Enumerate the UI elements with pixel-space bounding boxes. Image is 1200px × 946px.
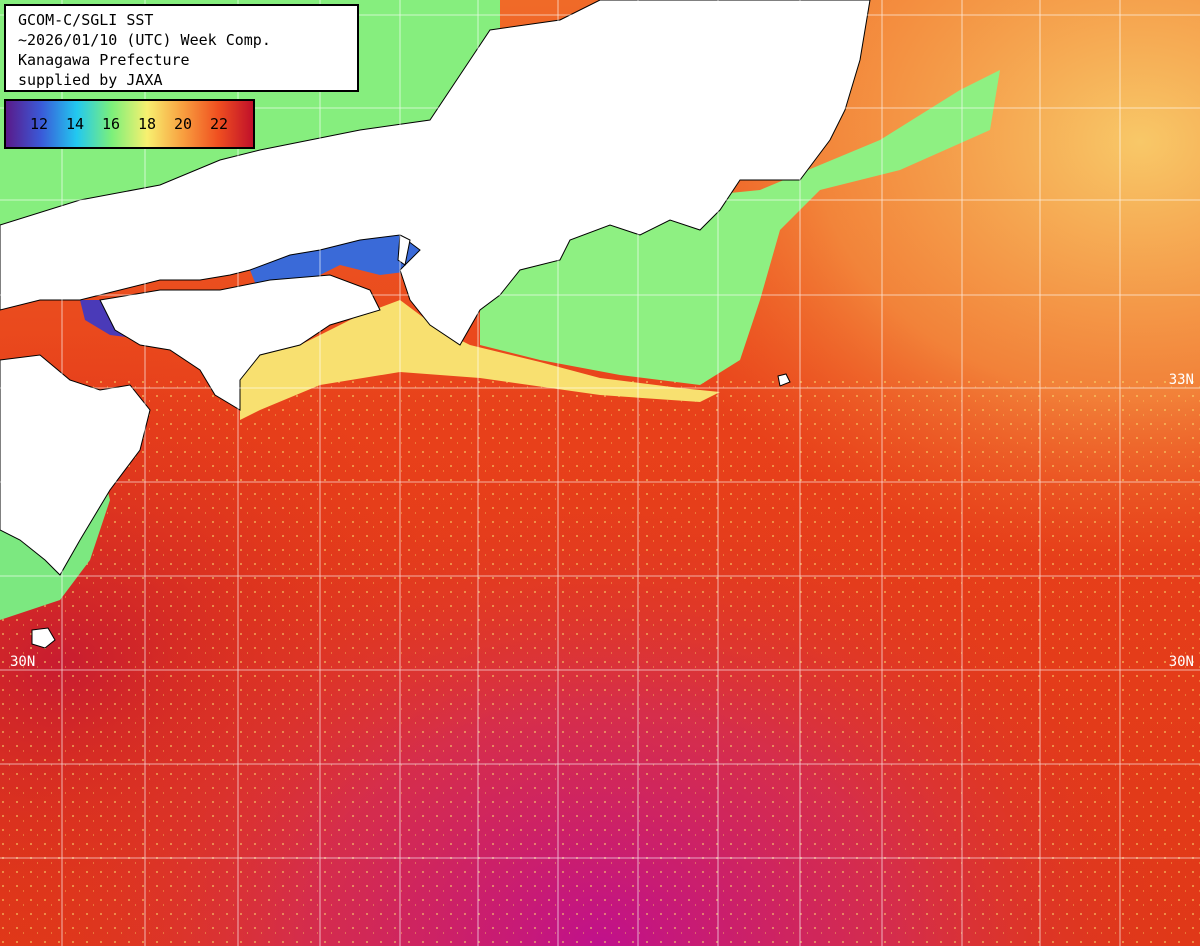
title-line-1: GCOM-C/SGLI SST bbox=[18, 11, 154, 29]
title-box: GCOM-C/SGLI SST ~2026/01/10 (UTC) Week C… bbox=[4, 4, 359, 92]
legend-tick-14: 14 bbox=[66, 115, 85, 133]
title-line-3: Kanagawa Prefecture bbox=[18, 51, 190, 69]
color-scale-legend: 12 14 16 18 20 22 bbox=[4, 99, 255, 149]
coastal-yellow-band bbox=[240, 300, 720, 420]
land-shikoku bbox=[99, 274, 381, 411]
land-tanegashima bbox=[31, 627, 56, 649]
legend-tick-12: 12 bbox=[30, 115, 49, 133]
land-awaji bbox=[397, 234, 411, 266]
lat-label-30n-left: 30N bbox=[10, 654, 36, 670]
lat-label-33n-right: 33N bbox=[1168, 372, 1194, 388]
ocean-speckle bbox=[0, 380, 1200, 946]
legend-tick-18: 18 bbox=[138, 115, 157, 133]
legend-tick-16: 16 bbox=[102, 115, 121, 133]
title-line-2: ~2026/01/10 (UTC) Week Comp. bbox=[18, 31, 271, 49]
coastal-green-2 bbox=[480, 70, 1000, 385]
land-izu-island bbox=[777, 373, 791, 387]
land-kyushu bbox=[0, 354, 151, 576]
legend-tick-20: 20 bbox=[174, 115, 193, 133]
legend-tick-22: 22 bbox=[210, 115, 229, 133]
lat-label-30n-right: 30N bbox=[1168, 654, 1194, 670]
title-line-4: supplied by JAXA bbox=[18, 71, 163, 89]
